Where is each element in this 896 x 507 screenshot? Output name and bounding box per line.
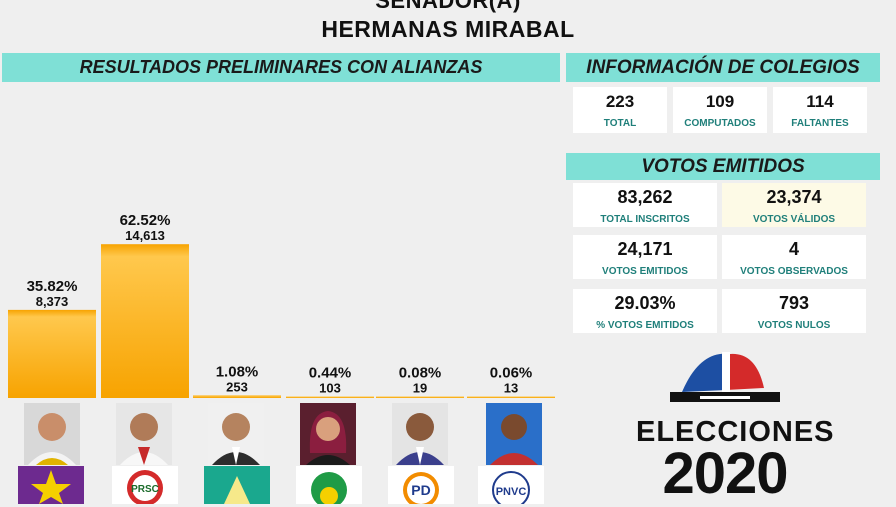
colegios-total-box: 223 TOTAL <box>573 87 667 133</box>
page-title-line1: SENADOR(A) <box>375 0 521 13</box>
party-logo-prsc: PRSC <box>112 466 178 504</box>
bar-percent-label-4: 0.44% <box>309 365 352 382</box>
party-logo-triangle <box>204 466 270 504</box>
candidate-photo-5 <box>392 403 448 465</box>
colegios-faltantes-label: FALTANTES <box>791 118 849 129</box>
pd-logo-text: PD <box>411 482 430 498</box>
bar-percent-label-3: 1.08% <box>216 363 259 380</box>
candidate-photo-4 <box>300 403 356 465</box>
bar-percent-label-1: 35.82% <box>27 278 78 295</box>
total-inscritos-label: TOTAL INSCRITOS <box>600 214 690 225</box>
votos-validos-box: 23,374 VOTOS VÁLIDOS <box>722 183 866 227</box>
prsc-logo-text: PRSC <box>131 484 159 495</box>
party-logo-sun <box>296 466 362 504</box>
candidate-photo-2 <box>116 403 172 465</box>
colegios-faltantes-value: 114 <box>806 92 834 111</box>
bar-percent-label-2: 62.52% <box>120 212 171 229</box>
elecciones-year: 2020 <box>662 441 788 506</box>
colegios-computados-value: 109 <box>705 92 735 111</box>
page-title-line2: HERMANAS MIRABAL <box>321 16 575 42</box>
votos-observados-box: 4 VOTOS OBSERVADOS <box>722 235 866 279</box>
votos-emitidos-box: 24,171 VOTOS EMITIDOS <box>573 235 717 279</box>
party-logo-star <box>18 466 84 504</box>
bar-votes-label-4: 103 <box>319 381 341 396</box>
bar-votes-label-6: 13 <box>504 381 518 396</box>
porcentaje-votos-emitidos-value: 29.03% <box>614 293 676 313</box>
ballot-box-icon <box>670 352 780 402</box>
candidate-photo-6 <box>486 403 542 465</box>
colegios-computados-label: COMPUTADOS <box>684 118 756 129</box>
votos-observados-value: 4 <box>788 239 799 259</box>
bar-2 <box>101 244 189 398</box>
total-inscritos-value: 83,262 <box>617 187 673 207</box>
votos-nulos-value: 793 <box>778 293 810 313</box>
votos-emitidos-label: VOTOS EMITIDOS <box>602 266 688 277</box>
votos-validos-label: VOTOS VÁLIDOS <box>752 214 836 225</box>
porcentaje-votos-emitidos-label: % VOTOS EMITIDOS <box>596 320 694 331</box>
bar-votes-label-5: 19 <box>413 381 427 396</box>
bar-percent-label-5: 0.08% <box>399 365 442 382</box>
votos-nulos-box: 793 VOTOS NULOS <box>722 289 866 333</box>
elecciones-word: ELECCIONES <box>636 416 835 448</box>
bar-1 <box>8 309 96 398</box>
votos-validos-value: 23,374 <box>766 187 822 207</box>
candidate-photo-3 <box>208 403 264 465</box>
bar-3 <box>193 395 281 398</box>
colegios-computados-box: 109 COMPUTADOS <box>673 87 767 133</box>
bar-percent-label-6: 0.06% <box>490 365 533 382</box>
bar-4 <box>286 396 374 398</box>
results-banner: RESULTADOS PRELIMINARES CON ALIANZAS <box>2 53 560 82</box>
bar-5 <box>376 396 464 398</box>
pnvc-logo-text: PNVC <box>496 486 527 498</box>
total-inscritos-box: 83,262 TOTAL INSCRITOS <box>573 183 717 227</box>
colegios-total-label: TOTAL <box>603 118 637 129</box>
results-bar-chart: 35.82%8,373 62.52%14,613 1.08%253 0.44%103 0… <box>8 212 555 398</box>
colegios-total-value: 223 <box>605 92 635 111</box>
votos-nulos-label: VOTOS NULOS <box>757 320 831 331</box>
party-logo-pd: PD <box>388 466 454 504</box>
porcentaje-votos-emitidos-box: 29.03% % VOTOS EMITIDOS <box>573 289 717 333</box>
bar-votes-label-2: 14,613 <box>125 228 165 243</box>
votos-banner: VOTOS EMITIDOS <box>566 153 880 180</box>
bar-votes-label-3: 253 <box>226 379 248 394</box>
votos-observados-label: VOTOS OBSERVADOS <box>740 266 848 277</box>
bar-6 <box>467 396 555 398</box>
bar-votes-label-1: 8,373 <box>36 294 69 309</box>
colegios-banner: INFORMACIÓN DE COLEGIOS <box>566 53 880 82</box>
colegios-faltantes-box: 114 FALTANTES <box>773 87 867 133</box>
votos-emitidos-value: 24,171 <box>617 239 673 259</box>
candidate-photo-1 <box>24 403 80 465</box>
party-logo-pnvc: PNVC <box>478 466 544 504</box>
